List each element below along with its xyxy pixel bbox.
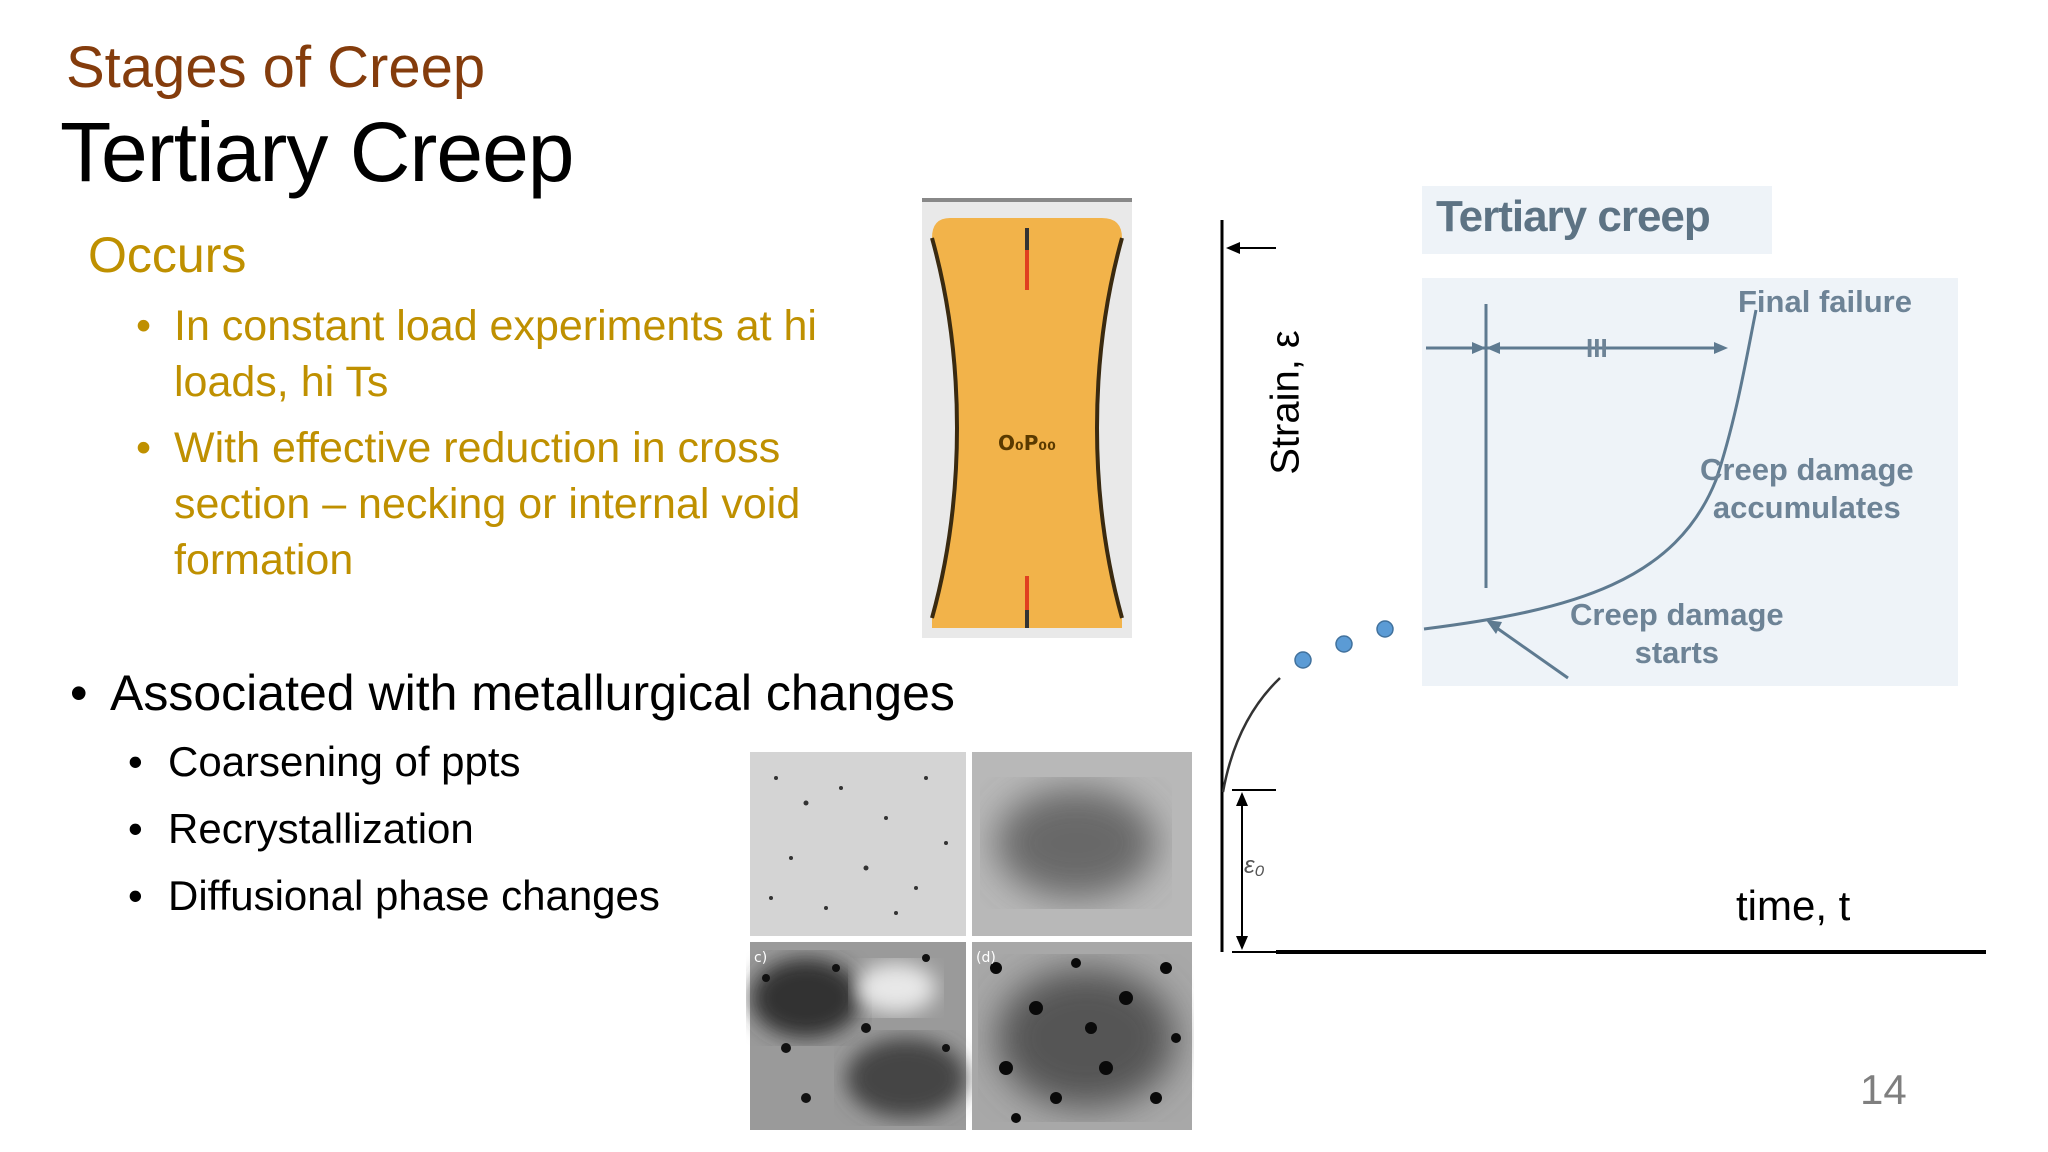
associated-bullet: • Associated with metallurgical changes <box>70 664 955 722</box>
slide-title: Tertiary Creep <box>60 105 575 199</box>
creep-damage-accumulates-label: Creep damage accumulates <box>1700 451 1914 527</box>
specimen-drawing: O₀P₀₀ <box>922 198 1132 628</box>
list-item: With effective reduction in cross sectio… <box>136 420 906 588</box>
necking-specimen-image: O₀P₀₀ <box>922 198 1132 638</box>
initial-strain-label: ε₀ <box>1244 852 1265 879</box>
micrograph-a <box>750 752 966 936</box>
micrograph-d-label: (d) <box>976 950 996 966</box>
bullet-glyph: • <box>70 665 88 721</box>
micrograph-c-label: c) <box>754 950 767 966</box>
page-number: 14 <box>1860 1066 1907 1113</box>
y-axis-label: Strain, ε <box>1263 330 1308 475</box>
micrograph-panels: c) (d) <box>746 748 1196 1134</box>
ellipsis-dot <box>1335 635 1353 653</box>
primary-creep-curve <box>1221 677 1281 793</box>
creep-curve-svg <box>1220 220 1986 954</box>
associated-text: Associated with metallurgical changes <box>110 665 955 721</box>
creep-damage-starts-label: Creep damage starts <box>1570 596 1784 672</box>
ellipsis-dot <box>1294 651 1312 669</box>
tertiary-diagram-panel <box>1422 278 1958 686</box>
label-line: starts <box>1634 635 1720 670</box>
void-label: O₀P₀₀ <box>998 431 1056 455</box>
label-line: Creep damage <box>1700 452 1914 487</box>
list-item: Diffusional phase changes <box>128 872 660 939</box>
label-line: Creep damage <box>1570 597 1784 632</box>
slide-supertitle: Stages of Creep <box>66 35 486 100</box>
x-axis-label: time, t <box>1736 882 1851 929</box>
metallurgical-changes-list: Coarsening of ppts Recrystallization Dif… <box>128 738 660 939</box>
occurs-heading: Occurs <box>88 227 247 283</box>
list-item: Recrystallization <box>128 805 660 872</box>
micrograph-grid: c) (d) <box>746 748 1196 1134</box>
creep-curve-chart <box>1196 180 1986 970</box>
region-iii-label: III <box>1586 333 1608 363</box>
list-item: In constant load experiments at hi loads… <box>136 298 906 410</box>
occurs-list: In constant load experiments at hi loads… <box>136 298 906 598</box>
ellipsis-dot <box>1376 620 1394 638</box>
diagram-title: Tertiary creep <box>1436 192 1711 241</box>
final-failure-label: Final failure <box>1738 284 1912 319</box>
tertiary-creep-curve <box>1423 309 1758 631</box>
label-line: accumulates <box>1712 490 1901 525</box>
list-item: Coarsening of ppts <box>128 738 660 805</box>
diagram-title-box <box>1422 186 1772 254</box>
